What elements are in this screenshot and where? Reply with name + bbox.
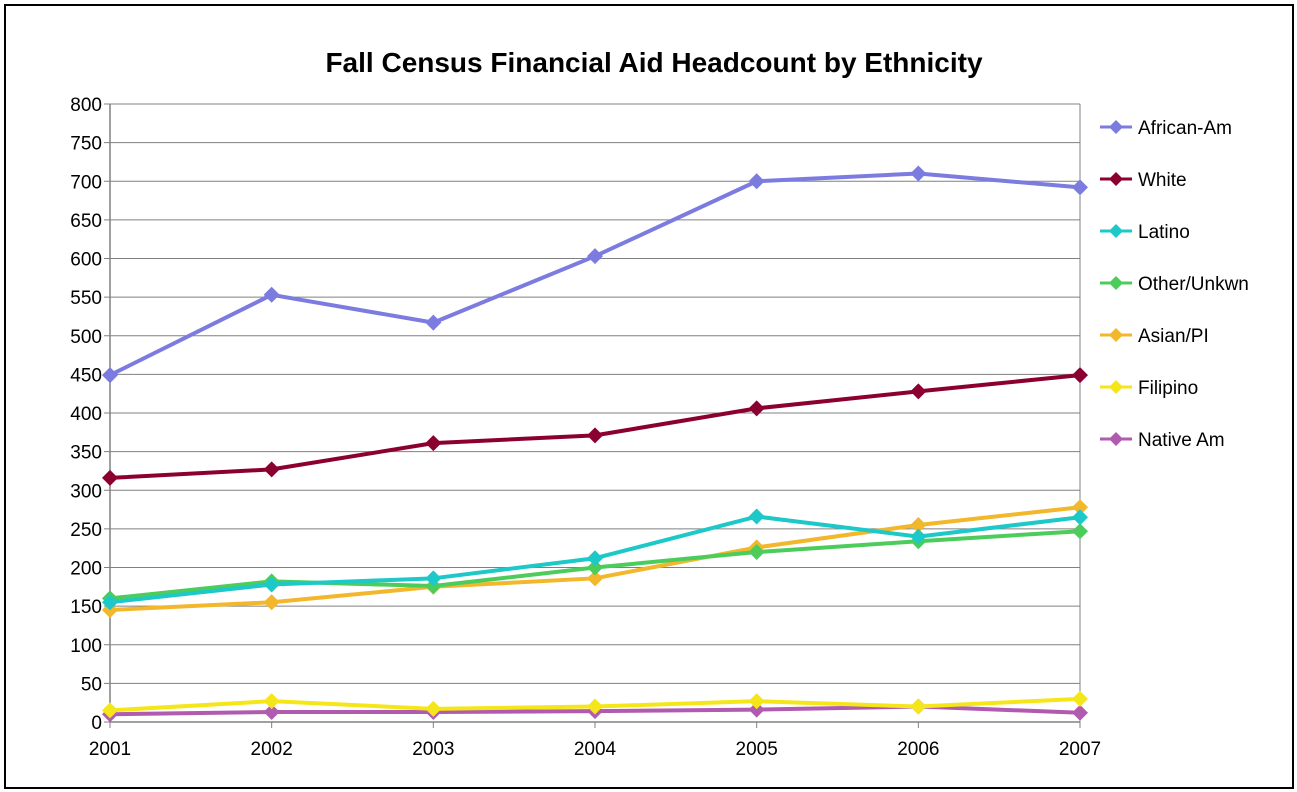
y-tick-label: 450 [70,365,102,386]
data-point [748,173,765,190]
data-point [263,703,280,720]
series-filipino [102,690,1088,719]
series-line [109,171,1081,377]
x-tick-label: 2001 [89,739,131,760]
legend-marker [1109,172,1123,186]
chart-frame: Fall Census Financial Aid Headcount by E… [4,4,1294,789]
data-point [748,701,765,718]
series-african-am [102,165,1088,384]
legend-marker [1109,380,1123,394]
data-point [910,165,927,182]
legend-label: Native Am [1138,430,1225,451]
axes: 0 50 100 150 200 250 300 350 400 450 500 550 600 650 7… [70,95,1101,760]
data-point [1072,499,1088,516]
y-tick-label: 0 [91,713,102,734]
legend-entry: Latino [1100,222,1190,243]
y-tick-label: 750 [70,134,102,155]
data-point [102,469,118,486]
legend-label: White [1138,170,1187,191]
series-white [102,367,1088,486]
series-lines [102,165,1088,723]
y-tick-label: 800 [70,95,102,116]
data-point [425,435,442,452]
y-tick-label: 550 [70,288,102,309]
data-point [263,286,280,303]
line-chart: Fall Census Financial Aid Headcount by E… [70,47,1249,760]
x-tick-label: 2006 [897,739,939,760]
legend: African-Am White Latino Other/Unkwn Asian/PI… [1100,118,1249,451]
data-point [263,594,280,611]
y-tick-label: 100 [70,636,102,657]
y-tick-label: 700 [70,172,102,193]
x-tick-label: 2005 [736,739,778,760]
data-point [748,544,765,561]
legend-label: African-Am [1138,118,1232,139]
data-point [748,508,765,525]
chart-title: Fall Census Financial Aid Headcount by E… [325,47,982,78]
y-tick-label: 150 [70,597,102,618]
legend-entry: African-Am [1100,118,1232,139]
legend-label: Filipino [1138,378,1198,399]
gridlines [110,103,1080,684]
series-line [109,373,1081,480]
data-point [910,528,927,545]
data-point [1072,690,1088,707]
legend-marker [1109,432,1123,446]
data-point [425,570,442,587]
data-point [587,698,603,715]
data-point [263,461,280,478]
legend-entry: White [1100,170,1187,191]
y-tick-label: 650 [70,211,102,232]
data-point [587,427,603,444]
data-point [587,248,603,265]
data-point [425,314,442,331]
y-tick-label: 400 [70,404,102,425]
series-latino [102,508,1088,611]
data-point [102,702,118,719]
data-point [748,400,765,417]
x-tick-label: 2002 [251,739,293,760]
data-point [910,517,927,534]
x-tick-label: 2004 [574,739,617,760]
data-point [587,550,603,567]
legend-marker [1109,328,1123,342]
legend-entry: Asian/PI [1100,326,1209,347]
data-point [263,693,280,710]
data-point [1072,704,1088,721]
data-point [1072,523,1088,540]
x-tick-label: 2007 [1059,739,1101,760]
legend-entry: Other/Unkwn [1100,274,1249,295]
y-tick-label: 350 [70,443,102,464]
y-tick-label: 50 [81,674,102,695]
y-tick-label: 600 [70,250,102,271]
legend-label: Asian/PI [1138,326,1209,347]
y-tick-label: 200 [70,559,102,580]
data-point [1072,509,1088,526]
data-point [587,570,603,587]
legend-marker [1109,120,1123,134]
data-point [263,576,280,593]
y-tick-label: 500 [70,327,102,348]
data-point [748,693,765,710]
legend-label: Latino [1138,222,1190,243]
x-tick-label: 2003 [412,739,454,760]
data-point [102,594,118,611]
data-point [910,383,927,400]
data-point [1072,179,1088,196]
data-point [102,367,118,384]
legend-label: Other/Unkwn [1138,274,1249,295]
legend-marker [1109,276,1123,290]
data-point [910,698,927,715]
data-point [587,559,603,576]
y-tick-label: 250 [70,520,102,541]
legend-entry: Native Am [1100,430,1225,451]
data-point [1072,367,1088,384]
legend-marker [1109,224,1123,238]
data-point [425,700,442,717]
legend-entry: Filipino [1100,378,1198,399]
y-tick-label: 300 [70,481,102,502]
